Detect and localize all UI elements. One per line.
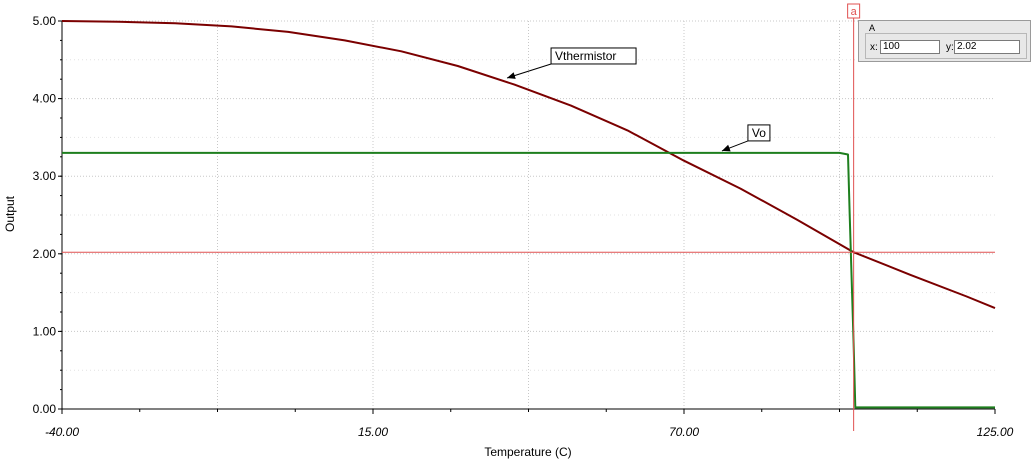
y-axis-title: Output	[3, 195, 17, 232]
x-tick-label: 15.00	[358, 425, 388, 439]
x-tick-label: 70.00	[669, 425, 699, 439]
annotation-arrowhead	[507, 72, 516, 79]
annotation-arrowhead	[721, 144, 731, 152]
cursor[interactable]: a	[62, 3, 995, 431]
series	[61, 20, 996, 409]
annotation-box	[550, 47, 637, 65]
annotations: Vthermistor Vo	[506, 47, 771, 152]
x-axis-title: Temperature (C)	[484, 445, 571, 459]
series-line-vo	[62, 151, 995, 409]
cursor-readout-panel[interactable]: A x: 100 y: 2.02	[858, 20, 1031, 62]
cursor-x-label: x:	[870, 42, 878, 53]
cursor-marker-label: a	[851, 6, 858, 18]
cursor-y-label: y:	[946, 42, 954, 53]
y-tick-label: 3.00	[33, 169, 57, 183]
y-tick-label: 2.00	[33, 247, 57, 261]
axes	[58, 20, 996, 414]
tick-labels: 0.00 1.00 2.00 3.00 4.00 5.00 -40.00 15.00 70.00…	[33, 14, 1014, 439]
annotation-label-vthermistor: Vthermistor	[555, 49, 616, 63]
y-tick-label: 5.00	[33, 14, 57, 28]
y-tick-label: 0.00	[33, 402, 57, 416]
grid	[62, 20, 995, 409]
cursor-x-field[interactable]: 100	[880, 40, 940, 54]
y-tick-label: 1.00	[33, 324, 57, 338]
annotation-box	[747, 124, 771, 142]
y-tick-label: 4.00	[33, 92, 57, 106]
cursor-y-field[interactable]: 2.02	[954, 40, 1020, 54]
series-line-vthermistor	[61, 20, 996, 310]
cursor-panel-title: A	[869, 23, 876, 33]
x-tick-label: 125.00	[977, 425, 1014, 439]
cursor-readout-group: x: 100 y: 2.02	[865, 33, 1027, 59]
x-tick-label: -40.00	[45, 425, 79, 439]
cursor-marker[interactable]	[847, 3, 861, 19]
annotation-label-vo: Vo	[752, 126, 766, 140]
